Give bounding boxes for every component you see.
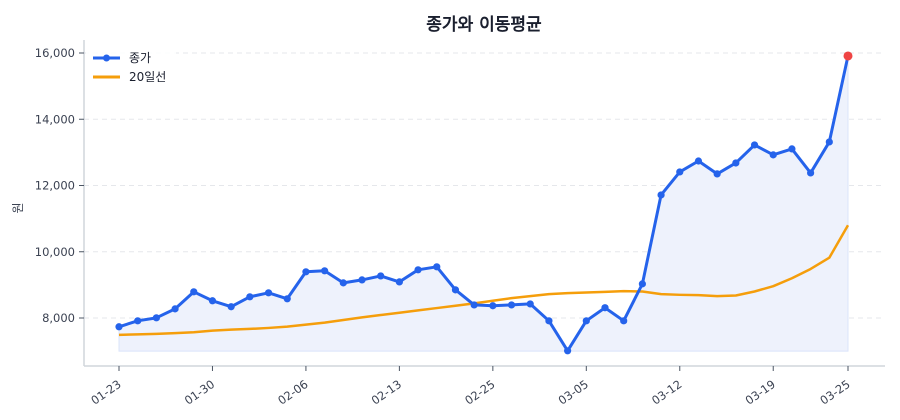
- close-marker: [152, 314, 160, 322]
- close-marker: [451, 286, 460, 294]
- close-marker: [545, 317, 553, 325]
- close-marker: [713, 170, 721, 178]
- close-marker: [564, 347, 572, 355]
- close-marker: [825, 138, 833, 146]
- close-marker: [788, 145, 796, 153]
- close-marker: [171, 305, 179, 313]
- legend-close-marker-icon: [103, 54, 110, 62]
- x-tick-label: 03-19: [743, 377, 778, 408]
- close-marker: [414, 266, 422, 274]
- legend: 종가 20일선: [86, 44, 176, 90]
- close-marker: [526, 300, 534, 308]
- y-tick-label: 12,000: [35, 179, 75, 193]
- x-tick-label: 02-06: [275, 377, 310, 408]
- close-marker: [377, 272, 385, 280]
- close-marker: [470, 301, 478, 309]
- close-marker: [601, 304, 609, 312]
- close-marker: [264, 289, 273, 297]
- y-axis-label: 원: [11, 202, 25, 213]
- close-marker: [732, 159, 740, 167]
- close-marker: [302, 268, 310, 276]
- axes: [83, 40, 885, 367]
- close-marker: [582, 317, 590, 325]
- close-marker: [638, 280, 646, 288]
- close-marker: [134, 317, 142, 325]
- close-marker: [283, 295, 291, 303]
- x-axis-ticks: 01-23 01-30 02-06 02-13 02-25 03-05 03-12 03-19…: [88, 366, 853, 408]
- legend-item-close: 종가: [93, 51, 151, 65]
- close-marker: [321, 267, 329, 275]
- close-marker: [657, 191, 665, 199]
- close-marker: [489, 302, 497, 310]
- chart-title: 종가와 이동평균: [426, 15, 542, 35]
- close-marker: [395, 278, 403, 286]
- close-marker: [339, 279, 347, 287]
- close-marker: [227, 303, 235, 311]
- close-marker: [620, 317, 628, 325]
- legend-background: [86, 44, 176, 90]
- close-marker: [208, 297, 217, 305]
- legend-label-close: 종가: [129, 51, 151, 65]
- close-marker: [433, 263, 441, 271]
- close-marker: [115, 323, 123, 331]
- x-tick-label: 02-13: [369, 377, 404, 408]
- y-tick-label: 8,000: [42, 311, 75, 325]
- y-tick-label: 14,000: [35, 112, 75, 126]
- x-tick-label: 01-23: [88, 377, 123, 408]
- y-axis-ticks: 8,000 10,000 12,000 14,000 16,000: [35, 46, 84, 325]
- ma20-line: [118, 224, 850, 337]
- close-marker: [676, 168, 684, 176]
- x-tick-label: 03-25: [817, 377, 852, 408]
- close-marker: [507, 301, 516, 309]
- close-marker: [694, 157, 703, 165]
- x-tick-label: 03-05: [556, 377, 591, 408]
- close-marker: [190, 288, 198, 296]
- x-tick-label: 03-12: [649, 377, 684, 408]
- series-lines: [115, 51, 853, 355]
- close-marker: [807, 169, 815, 177]
- legend-label-ma20: 20일선: [129, 70, 166, 84]
- y-tick-label: 10,000: [35, 245, 75, 259]
- close-marker: [358, 276, 366, 284]
- x-tick-label: 01-30: [182, 377, 217, 408]
- close-marker: [769, 151, 777, 159]
- x-tick-label: 02-25: [462, 377, 497, 408]
- legend-item-ma20: 20일선: [93, 70, 166, 84]
- close-marker: [750, 141, 759, 149]
- y-tick-label: 16,000: [35, 46, 75, 60]
- close-marker: [246, 293, 254, 301]
- close-line: [118, 55, 850, 353]
- last-close-marker: [843, 51, 853, 61]
